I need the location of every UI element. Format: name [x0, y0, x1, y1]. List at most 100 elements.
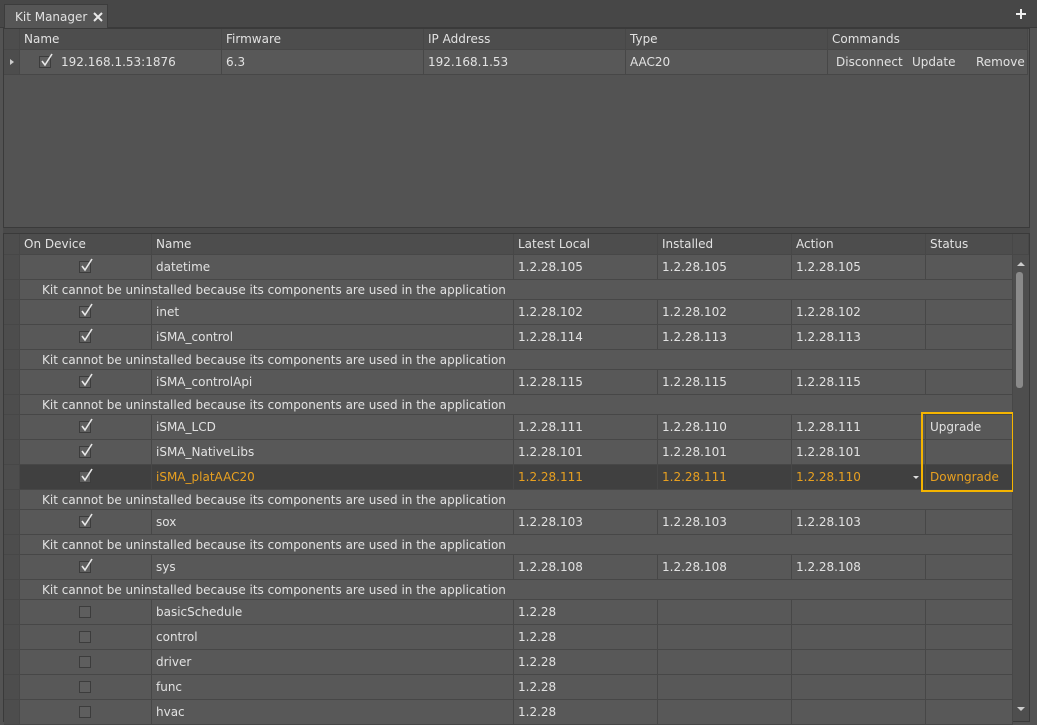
scroll-thumb[interactable] — [1016, 272, 1023, 388]
cell — [152, 370, 514, 395]
check-mark — [81, 558, 93, 572]
cell — [658, 600, 792, 625]
checkbox-checked[interactable] — [79, 558, 93, 573]
kit-name: iSMA_control — [156, 330, 234, 344]
column-header-label: IP Address — [428, 32, 491, 46]
checkbox-checked[interactable] — [79, 468, 93, 483]
add-icon[interactable] — [1016, 9, 1026, 19]
kit-installed: 1.2.28.115 — [662, 375, 727, 389]
check-mark — [81, 418, 93, 432]
checkbox-checked[interactable] — [79, 443, 93, 458]
checkbox[interactable] — [79, 656, 91, 668]
note-row — [20, 280, 1013, 300]
checkbox[interactable] — [79, 631, 91, 643]
cell — [926, 465, 1013, 490]
cell — [926, 415, 1013, 440]
cell — [658, 300, 792, 325]
kit-action: 1.2.28.108 — [796, 560, 861, 574]
cell — [658, 555, 792, 580]
cell — [514, 255, 658, 280]
cell — [152, 255, 514, 280]
kit-name: iSMA_controlApi — [156, 375, 253, 389]
cell — [152, 700, 514, 725]
cell — [152, 675, 514, 700]
close-icon[interactable] — [93, 12, 103, 22]
checkbox[interactable] — [79, 681, 91, 693]
cell — [926, 440, 1013, 465]
cell — [926, 600, 1013, 625]
cell — [792, 675, 926, 700]
kit-status: Downgrade — [930, 470, 999, 484]
checkbox-checked[interactable] — [79, 258, 93, 273]
cell — [792, 325, 926, 350]
column-header — [152, 234, 514, 255]
checkbox[interactable] — [79, 606, 91, 618]
row-handle — [4, 650, 20, 675]
kit-latest-local: 1.2.28 — [518, 680, 557, 694]
kit-latest-local: 1.2.28.114 — [518, 330, 583, 344]
row-handle — [4, 440, 20, 465]
checkbox-checked[interactable] — [79, 373, 93, 388]
kit-latest-local: 1.2.28 — [518, 655, 557, 669]
expand-arrow[interactable] — [10, 59, 14, 65]
kit-latest-local: 1.2.28.105 — [518, 260, 583, 274]
kit-latest-local: 1.2.28.115 — [518, 375, 583, 389]
checkbox-checked[interactable] — [39, 53, 53, 68]
cell — [20, 415, 152, 440]
splitter[interactable] — [3, 228, 1030, 233]
column-header — [20, 29, 222, 50]
kit-name: func — [156, 680, 183, 694]
column-header — [926, 234, 1013, 255]
kit-name: inet — [156, 305, 180, 319]
device-type: AAC20 — [630, 55, 671, 69]
kit-latest-local: 1.2.28 — [518, 705, 557, 719]
cell — [658, 625, 792, 650]
checkbox-checked[interactable] — [79, 418, 93, 433]
row-handle — [4, 255, 20, 280]
cell — [926, 625, 1013, 650]
row-handle — [4, 600, 20, 625]
ip-address: 192.168.1.53 — [428, 55, 509, 69]
cell — [152, 510, 514, 535]
cell — [514, 370, 658, 395]
column-header-label: Installed — [662, 237, 714, 251]
cell — [514, 675, 658, 700]
devices-panel — [3, 28, 1030, 228]
checkbox-checked[interactable] — [79, 513, 93, 528]
column-header — [792, 234, 926, 255]
cell — [926, 675, 1013, 700]
cell — [514, 510, 658, 535]
cell — [152, 600, 514, 625]
command-button[interactable]: Remove — [976, 55, 1025, 69]
command-button[interactable]: Disconnect — [836, 55, 903, 69]
checkbox[interactable] — [79, 706, 91, 718]
checkbox-checked[interactable] — [79, 328, 93, 343]
kit-name: iSMA_NativeLibs — [156, 445, 255, 459]
kit-latest-local: 1.2.28 — [518, 605, 557, 619]
scroll-up[interactable] — [1017, 262, 1025, 266]
cell — [658, 700, 792, 725]
cell — [792, 370, 926, 395]
kit-installed: 1.2.28.110 — [662, 420, 727, 434]
tab[interactable]: Kit Manager — [4, 4, 108, 28]
dropdown-arrow[interactable] — [913, 476, 919, 479]
kit-name: hvac — [156, 705, 185, 719]
cell — [514, 650, 658, 675]
checkbox-checked[interactable] — [79, 303, 93, 318]
kit-name: iSMA_platAAC20 — [156, 470, 255, 484]
cell — [792, 555, 926, 580]
column-header — [626, 29, 828, 50]
column-header — [424, 29, 626, 50]
row-handle — [4, 700, 20, 725]
cell — [658, 675, 792, 700]
cell — [20, 50, 222, 75]
cell — [514, 300, 658, 325]
cell — [926, 510, 1013, 535]
column-header-label: Latest Local — [518, 237, 590, 251]
check-mark — [81, 303, 93, 317]
command-button[interactable]: Update — [912, 55, 956, 69]
check-mark — [81, 513, 93, 527]
scroll-down[interactable] — [1017, 707, 1025, 711]
cell — [792, 700, 926, 725]
kit-installed: 1.2.28.105 — [662, 260, 727, 274]
